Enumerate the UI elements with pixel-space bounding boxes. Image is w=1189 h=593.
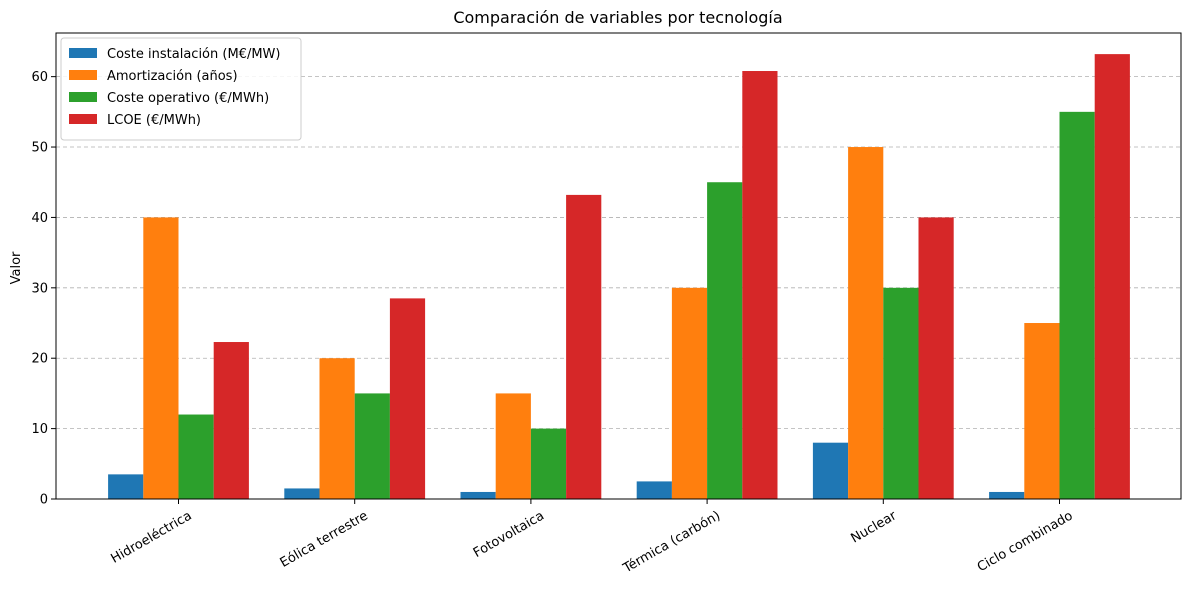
bar: [530, 428, 567, 499]
chart-title: Comparación de variables por tecnología: [453, 8, 782, 27]
plot-frame: [55, 32, 1182, 500]
bar: [671, 287, 708, 499]
y-axis-label: Valor: [9, 251, 24, 284]
bar: [812, 442, 849, 499]
bar: [989, 491, 1025, 499]
y-tick-label: 40: [31, 211, 48, 226]
bar: [1024, 323, 1060, 499]
y-axis-ticks: 0 10 20 30 40 50 60: [31, 70, 56, 508]
bars: [108, 54, 1130, 500]
legend-swatch: [69, 92, 97, 102]
legend-label: Amortización (años): [107, 69, 238, 84]
x-tick-label: Ciclo combinado: [975, 508, 1076, 575]
y-tick-label: 0: [40, 493, 48, 508]
x-tick-label: Térmica (carbón): [620, 508, 723, 576]
y-tick-label: 50: [31, 141, 48, 156]
bar: [284, 488, 320, 499]
bar: [1094, 54, 1130, 499]
gridlines: [56, 76, 1181, 430]
legend-label: Coste operativo (€/MWh): [107, 91, 269, 106]
bar: [178, 414, 214, 499]
x-axis-ticks: Hidroeléctrica Eólica terrestre Fotovoltai…: [109, 499, 1076, 577]
x-tick-label: Eólica terrestre: [278, 508, 371, 570]
y-tick-label: 20: [31, 352, 48, 367]
y-tick-label: 30: [31, 281, 48, 296]
legend-label: LCOE (€/MWh): [107, 113, 201, 128]
bar: [848, 147, 884, 499]
y-tick-label: 10: [31, 422, 48, 437]
x-tick-label: Fotovoltaica: [471, 508, 547, 561]
x-tick-label: Nuclear: [848, 508, 899, 546]
bar: [495, 393, 531, 499]
bar: [1059, 111, 1095, 500]
y-tick-label: 60: [31, 70, 48, 85]
bar: [460, 491, 496, 499]
bar: [108, 474, 144, 499]
bar: [742, 71, 778, 499]
bar: [213, 342, 249, 499]
legend-label: Coste instalación (M€/MW): [107, 47, 280, 62]
legend: Coste instalación (M€/MW) Amortización (a…: [60, 37, 302, 141]
bar: [883, 287, 919, 499]
legend-swatch: [69, 70, 97, 80]
x-tick-label: Hidroeléctrica: [109, 508, 195, 566]
bar: [319, 358, 355, 499]
bar: [918, 217, 954, 499]
bar: [389, 298, 426, 499]
bar: [707, 182, 743, 499]
bar: [143, 217, 179, 499]
bar: [354, 393, 390, 499]
bar: [636, 481, 672, 499]
legend-box: [60, 37, 302, 141]
legend-swatch: [69, 48, 97, 58]
legend-swatch: [69, 114, 97, 124]
bar: [566, 194, 602, 499]
